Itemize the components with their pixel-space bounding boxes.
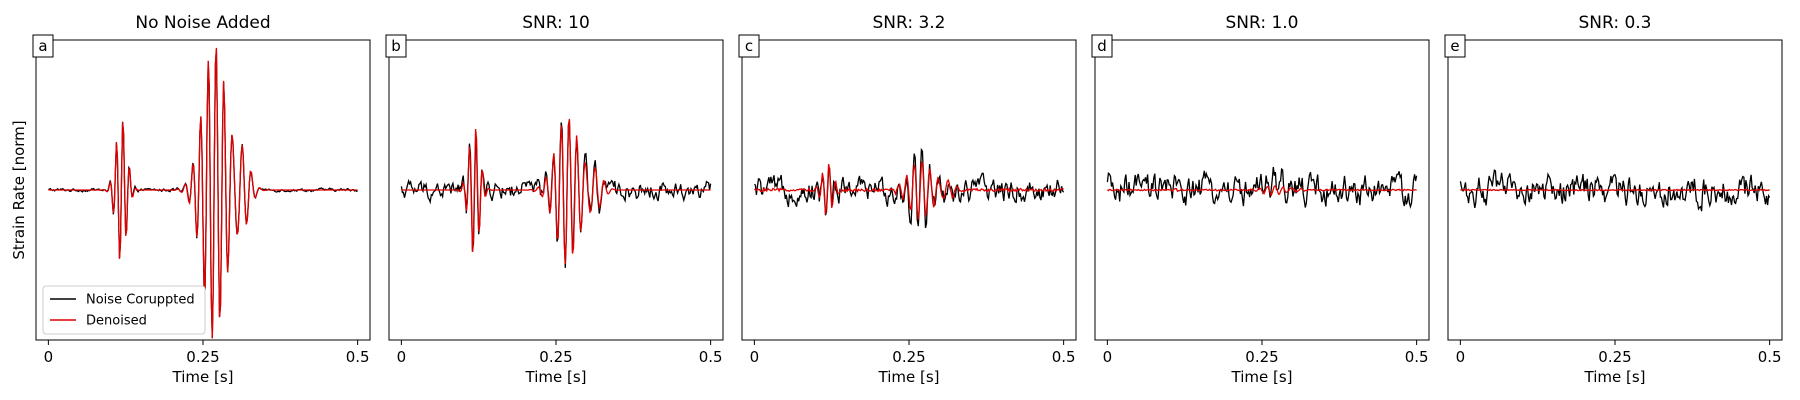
- panel-b: SNR: 10 b 0 0.25 0.5 Time [s]: [385, 13, 724, 386]
- panel-label-box: [1091, 34, 1113, 58]
- series-noise-corrupted-line: [1106, 166, 1418, 209]
- panel-label-box: [385, 34, 407, 58]
- panel-c: SNR: 3.2 c 0 0.25 0.5 Time [s]: [738, 13, 1077, 386]
- x-tick-label: 0.5: [1758, 348, 1782, 366]
- panel-a: No Noise Added a 0 0.25 0.5 Time [s] Noise Cor…: [32, 13, 371, 386]
- legend-entry: Noise Coruppted: [86, 293, 195, 308]
- x-axis-label: Time [s]: [878, 368, 940, 386]
- panel-label: a: [38, 37, 47, 55]
- series-denoised-line: [1106, 185, 1417, 197]
- x-tick-label: 0.5: [346, 348, 370, 366]
- x-tick-label: 0.25: [1245, 348, 1278, 366]
- x-tick-label: 0.25: [186, 348, 219, 366]
- panel-label: b: [391, 37, 401, 55]
- panel-title: SNR: 0.3: [1579, 13, 1652, 33]
- x-tick-label: 0: [44, 348, 54, 366]
- panel-label: c: [745, 37, 753, 55]
- panel-label-box: [1444, 34, 1466, 58]
- series-noise-corrupted-line: [754, 147, 1065, 228]
- panel-label-box: [738, 34, 760, 58]
- panels: No Noise Added a 0 0.25 0.5 Time [s] Noise Cor…: [32, 13, 1783, 386]
- x-tick-label: 0.25: [539, 348, 572, 366]
- panel-title: SNR: 10: [522, 13, 590, 33]
- panel-label: d: [1097, 37, 1107, 55]
- series-denoised-line: [401, 118, 711, 264]
- x-tick-label: 0: [1103, 348, 1113, 366]
- legend: Noise Coruppted Denoised: [42, 285, 206, 335]
- x-axis-label: Time [s]: [172, 368, 234, 386]
- x-tick-label: 0.5: [1052, 348, 1076, 366]
- panel-d: SNR: 1.0 d 0 0.25 0.5 Time [s]: [1091, 13, 1430, 386]
- series-noise-corrupted-line: [1459, 169, 1771, 212]
- panel-label: e: [1450, 37, 1459, 55]
- x-tick-label: 0: [750, 348, 760, 366]
- x-tick-label: 0: [397, 348, 407, 366]
- panel-label-box: [32, 34, 54, 58]
- x-axis-label: Time [s]: [525, 368, 587, 386]
- series-denoised-line: [753, 161, 1065, 220]
- x-axis-label: Time [s]: [1231, 368, 1293, 386]
- x-axis-label: Time [s]: [1584, 368, 1646, 386]
- x-tick-label: 0: [1456, 348, 1466, 366]
- panel-e: SNR: 0.3 e 0 0.25 0.5 Time [s]: [1444, 13, 1783, 386]
- panel-title: SNR: 1.0: [1226, 13, 1299, 33]
- panel-title: No Noise Added: [135, 13, 270, 33]
- legend-entry: Denoised: [86, 314, 147, 329]
- x-tick-label: 0.25: [892, 348, 925, 366]
- series-denoised-line: [1460, 188, 1771, 192]
- x-tick-label: 0.25: [1598, 348, 1631, 366]
- x-tick-label: 0.5: [699, 348, 723, 366]
- y-axis-label: Strain Rate [norm]: [10, 120, 28, 259]
- legend-box: [42, 285, 206, 335]
- x-tick-label: 0.5: [1405, 348, 1429, 366]
- series-denoised-line: [48, 47, 358, 338]
- panel-title: SNR: 3.2: [873, 13, 946, 33]
